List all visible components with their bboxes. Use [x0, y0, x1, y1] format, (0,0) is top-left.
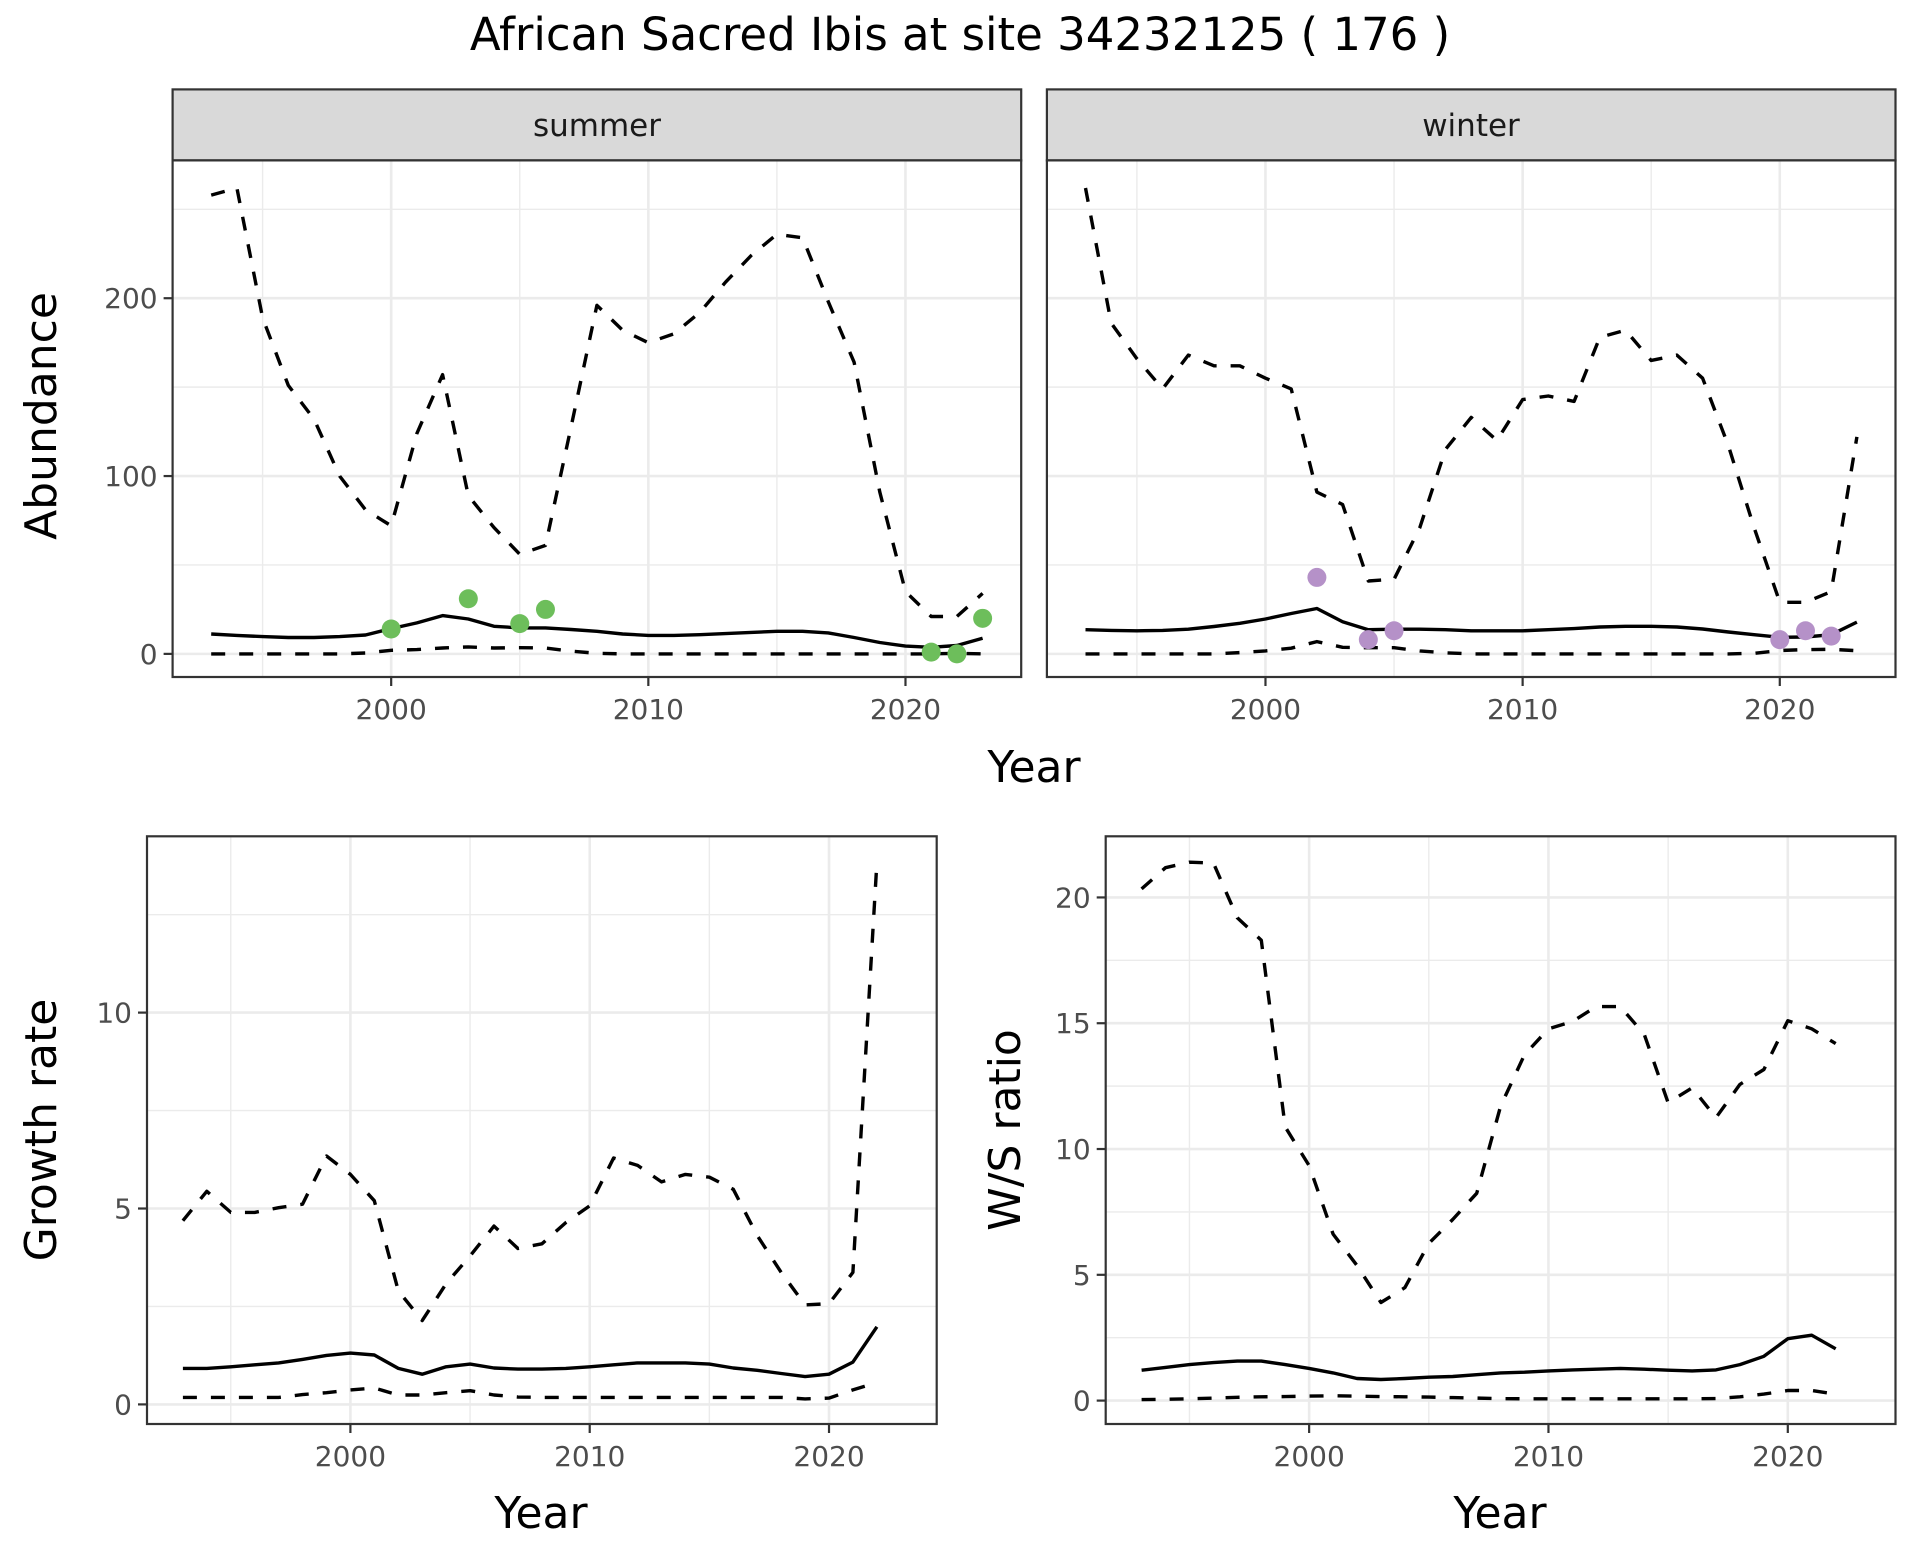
- observed-point: [1821, 626, 1841, 646]
- top-x-axis-title: Year: [986, 742, 1081, 793]
- series-line-upper: [210, 186, 984, 619]
- plot-area-winter: 2000 2010 2020: [1045, 159, 1897, 726]
- x-tick-label: 2010: [1513, 1440, 1584, 1473]
- series-line-mean: [1085, 606, 1858, 639]
- strip-winter-label: winter: [1422, 108, 1520, 144]
- observed-point: [921, 642, 941, 662]
- plot-area-growth-rate: 2000 2010 2020 0 5 10: [96, 835, 938, 1473]
- series-line-lower: [1141, 1388, 1836, 1402]
- observed-point: [1307, 567, 1327, 587]
- series-line-mean: [182, 1325, 879, 1379]
- panel-growth-rate: 2000 2010 2020 0 5 10: [96, 835, 938, 1473]
- observed-point: [510, 614, 530, 634]
- panel-winter: winter 2000 2010 2020: [1045, 88, 1897, 726]
- panel-background: [1105, 836, 1896, 1424]
- panel-border: [171, 159, 1023, 679]
- x-tick-label: 2020: [1744, 693, 1815, 726]
- observed-point: [947, 644, 967, 664]
- series-line-mean: [1141, 1333, 1837, 1382]
- y-tick-label: 5: [114, 1193, 132, 1226]
- observed-point: [1770, 630, 1790, 650]
- x-tick-label: 2020: [793, 1440, 864, 1473]
- series-line-upper: [1083, 187, 1859, 604]
- series-line-upper: [1140, 860, 1837, 1305]
- strip-summer-label: summer: [533, 108, 661, 144]
- x-tick-label: 2010: [554, 1440, 625, 1473]
- y-tick-label: 0: [1073, 1385, 1091, 1418]
- observed-point: [535, 599, 555, 619]
- x-tick-label: 2010: [613, 693, 684, 726]
- panel-ws-ratio: 2000 2010 2020 0 5 10 15 20: [1055, 835, 1897, 1473]
- growth-y-axis-title: Growth rate: [16, 999, 67, 1262]
- observed-point: [1358, 630, 1378, 650]
- observed-point: [1384, 621, 1404, 641]
- x-tick-label: 2010: [1487, 693, 1558, 726]
- y-tick-label: 20: [1055, 881, 1091, 914]
- y-tick-label: 0: [114, 1388, 132, 1421]
- plot-area-ws-ratio: 2000 2010 2020 0 5 10 15 20: [1055, 835, 1897, 1473]
- series-line-lower: [182, 1380, 878, 1401]
- panel-background: [147, 836, 937, 1424]
- x-tick-label: 2000: [356, 693, 427, 726]
- series-line-lower: [1085, 639, 1857, 656]
- panel-border: [1045, 159, 1897, 679]
- panel-background: [172, 160, 1022, 677]
- growth-x-axis-title: Year: [493, 1488, 588, 1539]
- ws-x-axis-title: Year: [1452, 1488, 1547, 1539]
- plot-title: African Sacred Ibis at site 34232125 ( 1…: [470, 8, 1450, 61]
- observed-point: [381, 619, 401, 639]
- top-y-axis-title: Abundance: [16, 292, 67, 540]
- y-tick-label: 100: [104, 460, 157, 493]
- x-tick-label: 2000: [1274, 1440, 1345, 1473]
- y-tick-label: 200: [104, 282, 157, 315]
- x-tick-label: 2020: [870, 693, 941, 726]
- strip-winter-bg: [1045, 88, 1897, 162]
- strip-summer-bg: [171, 88, 1023, 162]
- series-line-mean: [211, 613, 984, 649]
- panel-border: [145, 835, 938, 1426]
- x-tick-label: 2000: [315, 1440, 386, 1473]
- observed-point: [1795, 621, 1815, 641]
- observed-point: [973, 608, 993, 628]
- y-tick-label: 0: [140, 638, 158, 671]
- y-tick-label: 10: [1055, 1133, 1091, 1166]
- plot-area-summer: 2000 2010 2020 0 100 200: [104, 159, 1023, 726]
- panel-border: [1104, 835, 1897, 1426]
- y-tick-label: 5: [1073, 1259, 1091, 1292]
- observed-point: [458, 589, 478, 609]
- panel-summer: summer 2000 2010 2020 0 100 200: [104, 88, 1023, 726]
- x-tick-label: 2000: [1230, 693, 1301, 726]
- y-tick-label: 10: [96, 997, 132, 1030]
- x-tick-label: 2020: [1752, 1440, 1823, 1473]
- y-tick-label: 15: [1055, 1007, 1091, 1040]
- series-line-upper: [181, 862, 879, 1323]
- ws-y-axis-title: W/S ratio: [980, 1029, 1031, 1231]
